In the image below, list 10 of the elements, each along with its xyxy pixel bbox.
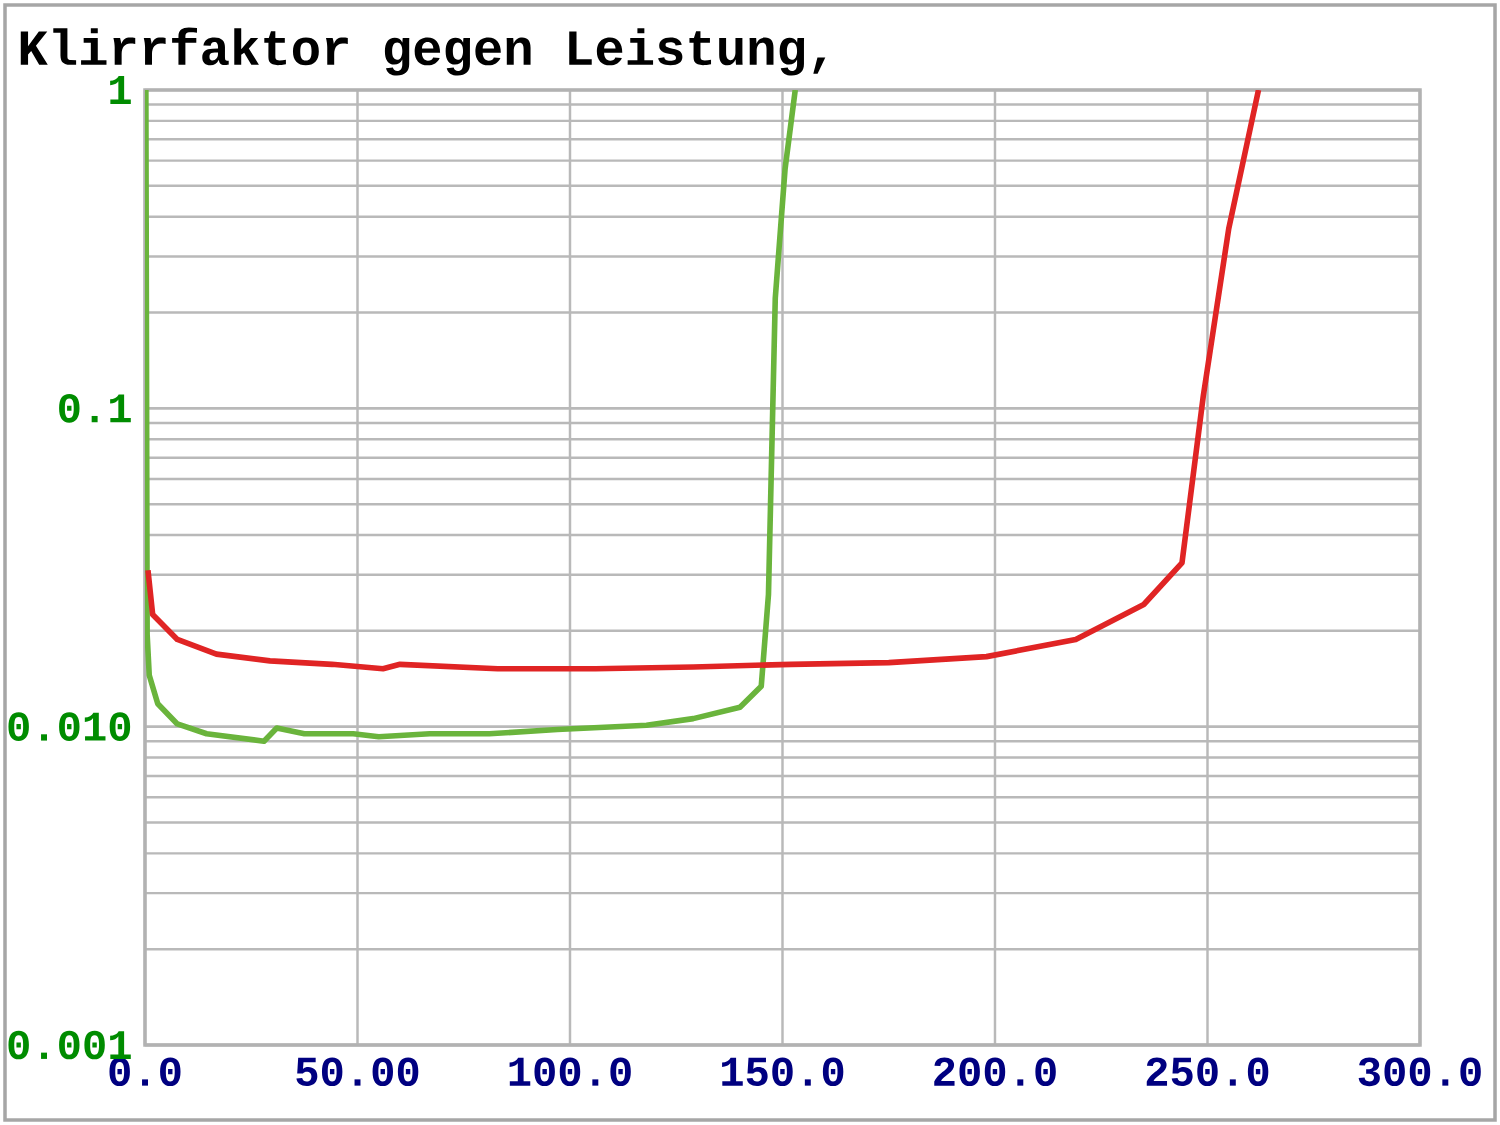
- y-tick-label: 0.010: [8, 712, 131, 741]
- x-tick-label: 250.0: [1146, 1057, 1269, 1087]
- x-tick-label: 50.00: [296, 1057, 419, 1087]
- y-tick-label: 0.1: [59, 394, 131, 423]
- y-tick-label: 1: [110, 76, 131, 104]
- x-tick-label: 200.0: [934, 1057, 1056, 1087]
- chart-title: Klirrfaktor gegen Leistung,: [20, 27, 826, 76]
- x-tick-label: 300.0: [1358, 1057, 1481, 1087]
- x-tick-label: 150.0: [722, 1057, 844, 1087]
- x-tick-label: 100.0: [509, 1057, 631, 1087]
